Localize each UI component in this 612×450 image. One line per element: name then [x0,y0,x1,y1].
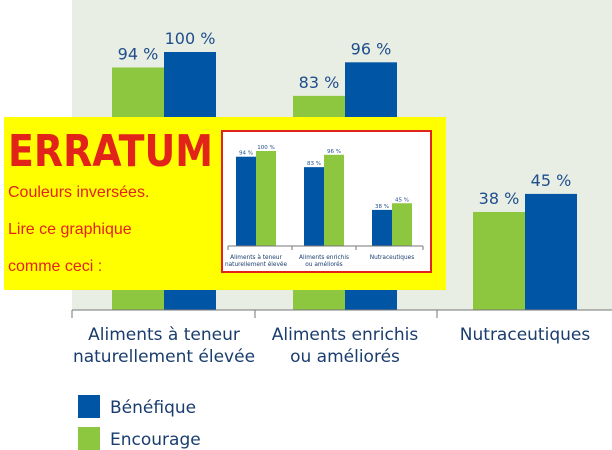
x-tick-label: Nutraceutiques [370,255,414,261]
x-tick-label: Aliments enrichis ou améliorés [272,325,419,367]
bar [473,211,525,310]
erratum-text: Couleurs inversées. [8,184,149,201]
value-label: 100 % [257,145,274,151]
legend-label: Encourage [110,430,201,450]
x-tick-label: Aliments à teneur naturellement élevée [73,325,255,367]
value-label: 96 % [327,149,341,155]
erratum-text: Lire ce graphique [8,221,132,238]
x-tick-label: Aliments à teneur naturellement élevée [225,254,288,268]
value-label: 38 % [375,204,389,210]
legend-swatch [78,395,100,418]
value-label: 83 % [307,161,321,167]
x-tick-label: Nutraceutiques [460,325,591,345]
value-label: 96 % [351,39,392,58]
legend-label: Bénéfique [110,398,196,418]
bar [236,156,256,246]
value-label: 94 % [239,151,253,157]
bar [256,151,276,246]
value-label: 45 % [395,197,409,203]
erratum-title: ERRATUM [8,126,213,177]
inset-chart: 94 % 100 % Aliments à teneur naturellement … [225,145,424,268]
legend: Bénéfique Encourage [78,395,201,450]
value-label: 45 % [531,171,572,190]
bar [392,203,412,246]
value-label: 83 % [299,73,340,92]
x-tick-label: Aliments enrichis ou améliorés [299,255,349,268]
value-label: 38 % [479,189,520,208]
value-label: 100 % [165,29,216,48]
erratum-text: comme ceci : [8,258,102,275]
bar [372,209,392,246]
legend-swatch [78,427,100,450]
bar [525,193,577,310]
erratum: ERRATUM Couleurs inversées. Lire ce grap… [4,117,446,290]
value-label: 94 % [118,44,159,63]
bar [324,154,344,246]
bar [304,167,324,246]
